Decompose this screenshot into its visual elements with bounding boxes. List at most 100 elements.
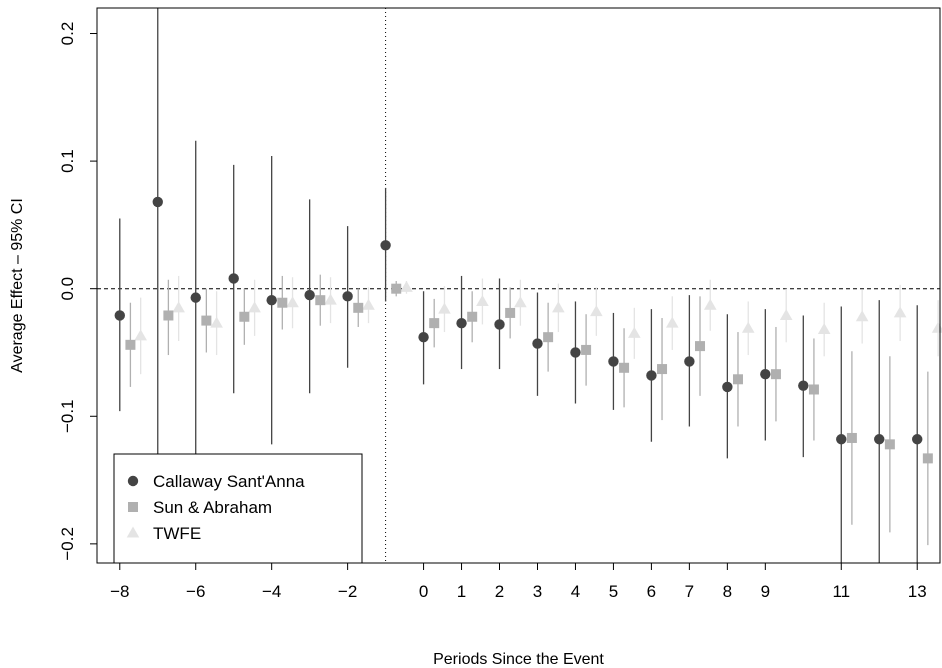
- callaway-sant-anna-point: [380, 240, 391, 251]
- y-tick-label: 0.1: [58, 149, 77, 173]
- sun-abraham-point: [505, 307, 516, 318]
- callaway-sant-anna-point: [114, 310, 125, 321]
- sun-abraham-point: [163, 310, 174, 321]
- sun-abraham-point: [657, 364, 668, 375]
- y-tick-label: −0.2: [58, 527, 77, 561]
- callaway-sant-anna-point: [874, 434, 885, 445]
- sun-abraham-point: [315, 295, 326, 306]
- reference-lines: [97, 8, 940, 563]
- twfe-point: [665, 316, 679, 328]
- callaway-sant-anna-point: [646, 370, 657, 381]
- y-tick-label: −0.1: [58, 399, 77, 433]
- x-tick-label: 3: [533, 582, 542, 601]
- x-tick-label: 0: [419, 582, 428, 601]
- callaway-sant-anna-point: [684, 356, 695, 367]
- twfe-point: [552, 301, 565, 313]
- twfe-point: [590, 305, 603, 317]
- x-tick-label: 9: [761, 582, 770, 601]
- sun-abraham-point: [201, 315, 212, 326]
- twfe-point: [931, 321, 942, 333]
- sun-abraham-point: [429, 318, 440, 329]
- legend-sun-abraham-marker: [128, 502, 138, 512]
- sun-abraham-point: [922, 453, 933, 464]
- x-axis: −8 −6 −4 −2 0 1 2 3 4 5 6 7 8 9 11 13: [110, 562, 927, 601]
- x-tick-label: 2: [495, 582, 504, 601]
- callaway-sant-anna-point: [190, 292, 201, 303]
- twfe-point: [514, 296, 527, 308]
- callaway-sant-anna-point: [722, 381, 733, 393]
- callaway-sant-anna-point: [418, 331, 429, 343]
- x-tick-label: 1: [457, 582, 466, 601]
- x-tick-label: −6: [186, 582, 205, 601]
- y-tick-label: 0.0: [58, 277, 77, 301]
- legend-callaway-sant-anna-label: Callaway Sant'Anna: [153, 472, 305, 491]
- sun-abraham-point: [770, 369, 781, 380]
- sun-abraham-point: [581, 344, 592, 355]
- twfe-point: [893, 306, 907, 318]
- callaway-sant-anna-point: [798, 380, 809, 391]
- x-tick-label: 11: [832, 582, 850, 601]
- x-tick-label: 13: [908, 582, 927, 601]
- twfe-point: [362, 298, 375, 310]
- x-tick-label: 4: [571, 582, 580, 601]
- sun-abraham-point: [353, 302, 364, 313]
- legend-callaway-sant-anna-marker: [127, 475, 139, 487]
- twfe-point: [400, 280, 413, 292]
- twfe-point: [438, 302, 451, 314]
- point-estimates: [114, 196, 942, 464]
- twfe-point: [248, 301, 261, 313]
- x-tick-label: 7: [685, 582, 694, 601]
- sun-abraham-point: [543, 332, 554, 343]
- sun-abraham-point: [808, 384, 819, 395]
- sun-abraham-point: [619, 362, 630, 373]
- twfe-point: [628, 326, 641, 338]
- callaway-sant-anna-point: [494, 319, 505, 330]
- y-axis: −0.2 −0.1 0.0 0.1 0.2: [58, 22, 98, 561]
- callaway-sant-anna-point: [304, 289, 315, 301]
- twfe-point: [817, 323, 831, 335]
- legend: Callaway Sant'Anna Sun & Abraham TWFE: [113, 453, 363, 564]
- legend-twfe-label: TWFE: [153, 524, 201, 543]
- twfe-point: [134, 329, 147, 341]
- sun-abraham-point: [884, 439, 895, 450]
- callaway-sant-anna-point: [836, 434, 847, 445]
- callaway-sant-anna-point: [228, 273, 239, 284]
- sun-abraham-point: [277, 297, 288, 308]
- x-tick-label: −4: [262, 582, 281, 601]
- twfe-point: [210, 316, 223, 328]
- twfe-point: [286, 296, 299, 308]
- legend-twfe-marker: [126, 526, 140, 538]
- twfe-point: [741, 321, 755, 333]
- sun-abraham-point: [732, 374, 743, 385]
- callaway-sant-anna-point: [912, 434, 923, 445]
- y-axis-title: Average Effect – 95% CI: [9, 198, 26, 373]
- twfe-point: [324, 293, 337, 305]
- legend-sun-abraham-label: Sun & Abraham: [153, 498, 272, 517]
- callaway-sant-anna-point: [342, 291, 353, 302]
- sun-abraham-point: [125, 339, 136, 350]
- sun-abraham-point: [239, 311, 250, 322]
- sun-abraham-point: [846, 432, 857, 443]
- x-tick-label: 5: [609, 582, 618, 601]
- x-tick-label: −2: [338, 582, 357, 601]
- twfe-point: [172, 301, 185, 313]
- twfe-point: [703, 298, 717, 310]
- callaway-sant-anna-point: [532, 338, 543, 349]
- x-tick-label: 6: [647, 582, 656, 601]
- sun-abraham-point: [467, 311, 478, 322]
- callaway-sant-anna-point: [760, 368, 771, 380]
- callaway-sant-anna-point: [456, 317, 467, 329]
- sun-abraham-point: [391, 283, 402, 294]
- twfe-point: [476, 294, 489, 306]
- callaway-sant-anna-point: [608, 356, 619, 367]
- y-tick-label: 0.2: [58, 22, 77, 46]
- legend-box: [113, 453, 363, 564]
- x-axis-title: Periods Since the Event: [433, 651, 604, 668]
- sun-abraham-point: [695, 341, 706, 352]
- twfe-point: [779, 308, 793, 320]
- callaway-sant-anna-point: [570, 347, 581, 358]
- callaway-sant-anna-point: [266, 294, 277, 306]
- x-tick-label: −8: [110, 582, 129, 601]
- x-tick-label: 8: [723, 582, 732, 601]
